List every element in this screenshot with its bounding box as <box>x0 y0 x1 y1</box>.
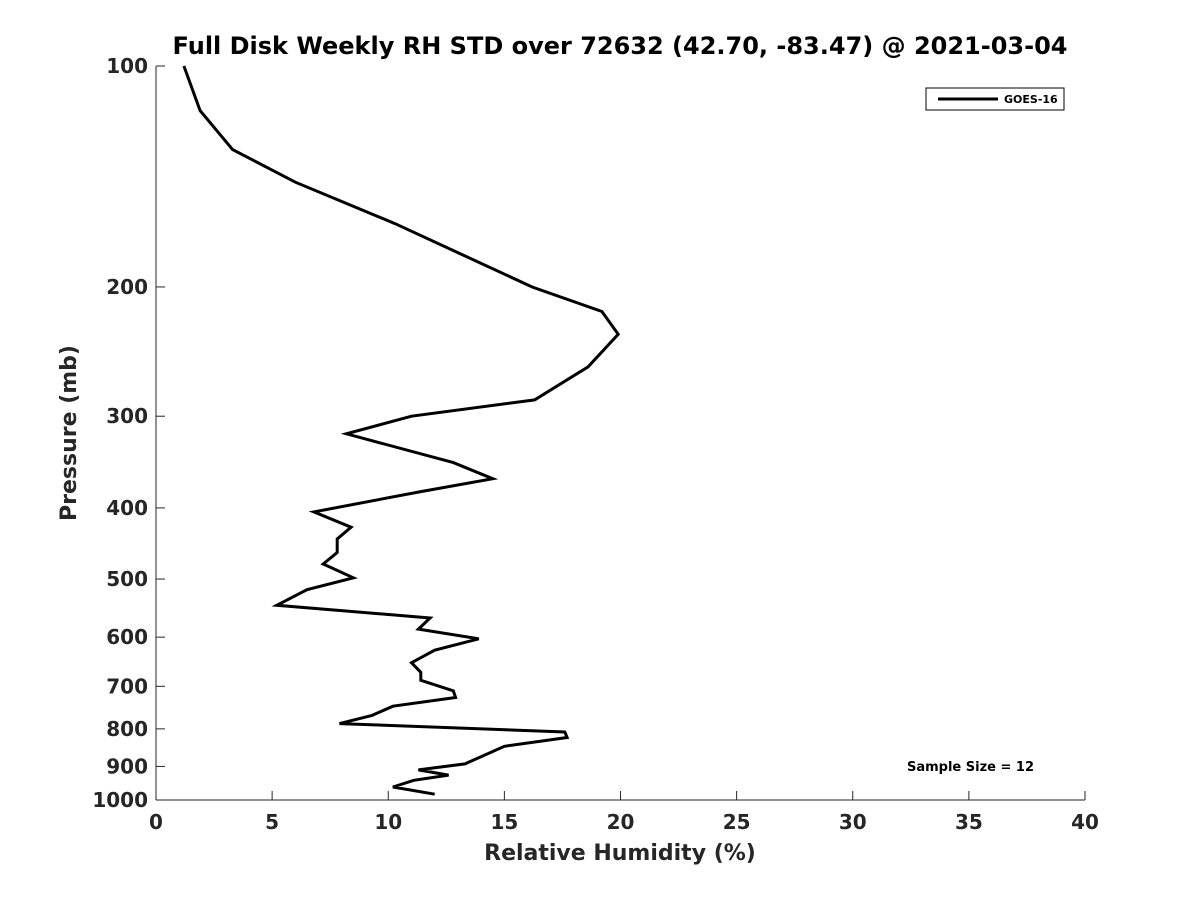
legend-label: GOES-16 <box>1004 93 1058 106</box>
y-tick-label: 700 <box>106 674 148 698</box>
tick-labels: 0 5 10 15 20 25 30 35 40 100 200 300 400 500 600 700 800… <box>92 54 1099 834</box>
chart-title: Full Disk Weekly RH STD over 72632 (42.7… <box>173 32 1068 60</box>
x-axis-label: Relative Humidity (%) <box>484 841 756 866</box>
y-tick-label: 500 <box>106 567 148 591</box>
y-tick-label: 300 <box>106 404 148 428</box>
x-tick-label: 25 <box>723 810 751 834</box>
x-tick-label: 35 <box>955 810 983 834</box>
series-lines <box>182 65 621 796</box>
y-tick-label: 200 <box>106 275 148 299</box>
y-tick-label: 1000 <box>92 788 148 812</box>
y-tick-label: 100 <box>106 54 148 78</box>
x-tick-label: 40 <box>1071 810 1099 834</box>
axes <box>155 66 1085 801</box>
x-tick-label: 10 <box>374 810 402 834</box>
y-tick-label: 400 <box>106 496 148 520</box>
x-tick-label: 20 <box>607 810 635 834</box>
x-tick-label: 15 <box>490 810 518 834</box>
x-tick-label: 5 <box>265 810 279 834</box>
sample-size-annotation: Sample Size = 12 <box>907 760 1034 775</box>
x-tick-label: 30 <box>839 810 867 834</box>
series-line-0 <box>182 65 621 796</box>
y-tick-label: 600 <box>106 625 148 649</box>
tick-marks <box>155 65 1086 801</box>
x-tick-label: 0 <box>149 810 163 834</box>
y-tick-label: 800 <box>106 717 148 741</box>
y-axis-label: Pressure (mb) <box>57 345 82 521</box>
y-tick-label: 900 <box>106 754 148 778</box>
legend: GOES-16 <box>925 87 1065 111</box>
